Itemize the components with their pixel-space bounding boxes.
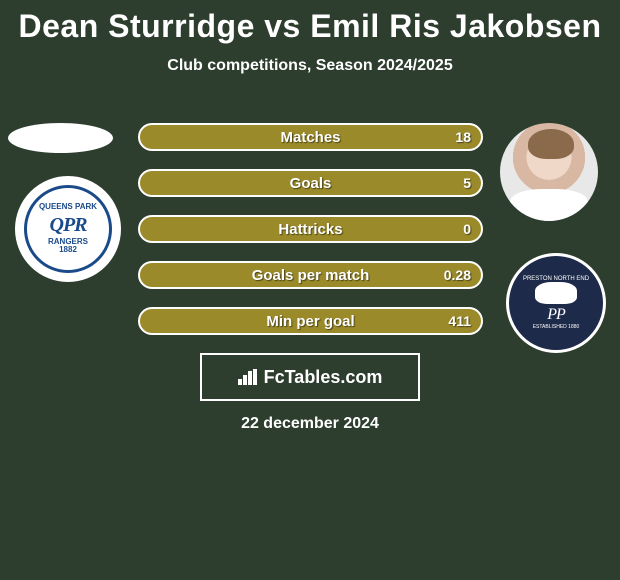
stat-row: Matches 18	[138, 123, 483, 151]
club-left-abbrev: QPR	[50, 214, 87, 236]
stat-row: Goals 5	[138, 169, 483, 197]
lamb-icon	[535, 282, 577, 304]
brand-name: FcTables.com	[264, 367, 383, 388]
stat-value: 0	[463, 221, 471, 237]
stat-value: 5	[463, 175, 471, 191]
stat-label: Hattricks	[140, 221, 481, 238]
club-left-founded: 1882	[59, 246, 77, 255]
stat-label: Goals	[140, 175, 481, 192]
date-text: 22 december 2024	[0, 415, 620, 433]
club-right-abbrev: PP	[547, 306, 565, 324]
stat-value: 0.28	[444, 267, 471, 283]
club-left-badge: QUEENS PARK QPR RANGERS 1882	[12, 173, 124, 285]
stat-label: Goals per match	[140, 267, 481, 284]
stat-bars: Matches 18 Goals 5 Hattricks 0 Goals per…	[138, 123, 483, 353]
stat-label: Matches	[140, 129, 481, 146]
stat-row: Goals per match 0.28	[138, 261, 483, 289]
bar-chart-icon	[238, 369, 258, 385]
club-left-name-top: QUEENS PARK	[39, 203, 97, 212]
brand-box: FcTables.com	[200, 353, 420, 401]
stat-row: Hattricks 0	[138, 215, 483, 243]
stat-label: Min per goal	[140, 313, 481, 330]
player-right-avatar	[498, 121, 600, 223]
club-right-tag: ESTABLISHED 1880	[533, 324, 580, 330]
page-subtitle: Club competitions, Season 2024/2025	[0, 57, 620, 75]
page-title: Dean Sturridge vs Emil Ris Jakobsen	[0, 0, 620, 45]
player-left-avatar	[8, 123, 113, 153]
stat-row: Min per goal 411	[138, 307, 483, 335]
stat-value: 18	[455, 129, 471, 145]
stat-value: 411	[448, 313, 471, 329]
club-right-badge: PRESTON NORTH END PP ESTABLISHED 1880	[506, 253, 606, 353]
